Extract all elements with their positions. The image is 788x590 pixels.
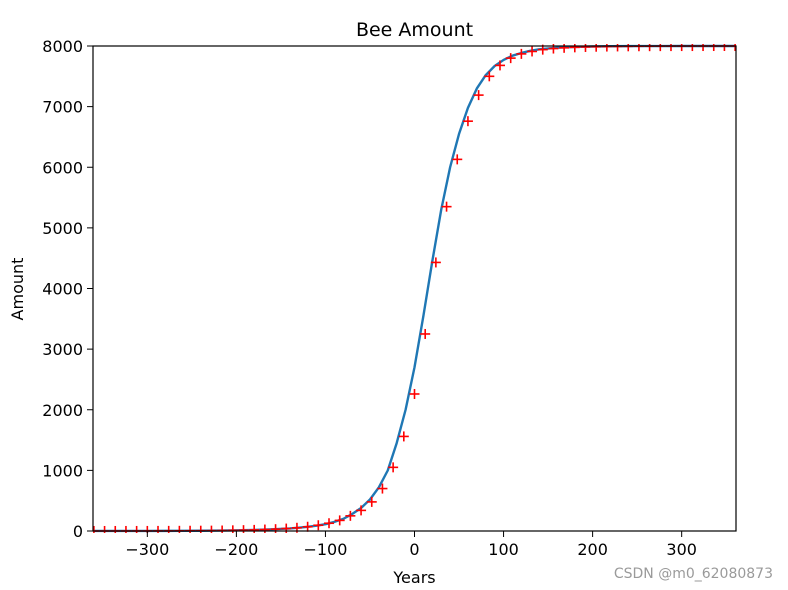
scatter-point — [569, 44, 580, 53]
y-tick-label: 3000 — [42, 340, 83, 359]
y-tick-label: 7000 — [42, 98, 83, 117]
scatter-point — [452, 154, 463, 165]
scatter-point — [249, 524, 260, 533]
y-tick-label: 6000 — [42, 158, 83, 177]
y-tick-label: 5000 — [42, 219, 83, 238]
scatter-point — [430, 257, 441, 268]
scatter-point — [313, 520, 324, 531]
x-tick-label: −300 — [125, 540, 169, 559]
scatter-point — [559, 44, 570, 53]
x-axis: −300 −200 −100 0 100 200 300 — [125, 531, 697, 559]
y-tick-label: 1000 — [42, 461, 83, 480]
scatter-point — [484, 71, 495, 82]
x-axis-title: Years — [392, 568, 435, 587]
scatter-point — [462, 116, 473, 127]
y-tick-label: 4000 — [42, 280, 83, 299]
x-tick-label: −100 — [303, 540, 347, 559]
scatter-point — [281, 523, 292, 533]
scatter-point — [302, 521, 313, 532]
scatter-point — [259, 524, 270, 533]
scatter-point — [345, 510, 356, 521]
watermark-text: CSDN @m0_62080873 — [614, 566, 773, 582]
scatter-point — [516, 48, 527, 59]
scatter-point — [420, 328, 431, 339]
x-tick-label: −200 — [214, 540, 258, 559]
x-tick-label: 300 — [666, 540, 697, 559]
scatter-point — [505, 53, 516, 64]
scatter-point — [548, 44, 559, 54]
x-tick-label: 200 — [577, 540, 608, 559]
chart-title: Bee Amount — [356, 19, 473, 41]
scatter-point — [388, 462, 399, 473]
y-axis-title: Amount — [8, 258, 27, 321]
scatter-point — [238, 525, 249, 533]
scatter-point — [591, 44, 602, 52]
scatter-point — [580, 44, 591, 52]
x-tick-label: 0 — [409, 540, 419, 559]
scatter-point — [270, 524, 281, 533]
scatter-point — [527, 46, 538, 57]
y-tick-label: 8000 — [42, 37, 83, 56]
y-axis: 0 1000 2000 3000 4000 5000 6000 7000 8000 — [42, 37, 93, 541]
scatter-point — [398, 431, 409, 442]
scatter-point — [377, 483, 388, 494]
y-tick-label: 2000 — [42, 401, 83, 420]
scatter-point — [441, 201, 452, 212]
scatter-point — [366, 496, 377, 507]
scatter-point — [324, 518, 335, 529]
scatter-point — [494, 60, 505, 71]
x-tick-label: 100 — [488, 540, 519, 559]
scatter-point — [356, 505, 367, 516]
scatter-point — [334, 515, 345, 526]
y-tick-label: 0 — [73, 522, 83, 541]
scatter-point — [409, 388, 420, 399]
scatter-point — [227, 525, 238, 533]
scatter-point — [473, 90, 484, 101]
